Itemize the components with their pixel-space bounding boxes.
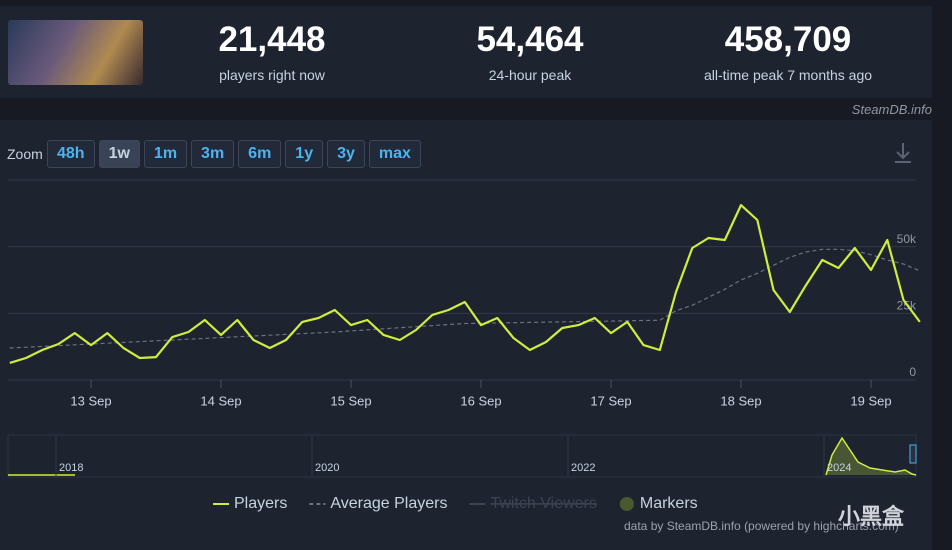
legend-label: Players <box>234 495 287 512</box>
y-tick-label: 0 <box>909 365 916 379</box>
zoom-label: Zoom <box>7 146 43 162</box>
credit: data by SteamDB.info (powered by highcha… <box>624 519 899 533</box>
stat-label: players right now <box>219 67 325 83</box>
x-tick-label: 19 Sep <box>850 393 891 408</box>
brand: SteamDB.info <box>851 102 932 117</box>
stat-label: all-time peak 7 months ago <box>703 67 873 83</box>
zoom-button[interactable]: 3y <box>327 140 365 168</box>
zoom-button[interactable]: max <box>368 140 421 168</box>
zoom-button[interactable]: 1y <box>285 140 324 168</box>
navigator <box>7 434 917 478</box>
zoom-button[interactable]: 1m <box>143 140 188 168</box>
stats-panel <box>0 6 932 98</box>
stat-label: 24-hour peak <box>488 67 572 83</box>
navigator-handle[interactable] <box>909 444 917 464</box>
navigator-label: 2020 <box>315 462 339 474</box>
stat-value: 21,448 <box>218 20 326 59</box>
x-tick-label: 13 Sep <box>70 393 111 408</box>
y-tick-label: 50k <box>897 232 917 246</box>
series-line <box>9 204 921 364</box>
x-tick-label: 14 Sep <box>200 393 241 408</box>
legend-label: Average Players <box>330 495 447 512</box>
stat-value: 458,709 <box>724 20 852 59</box>
zoom-button[interactable]: 3m <box>191 140 235 168</box>
zoom-button[interactable]: 48h <box>47 140 95 168</box>
navigator-label: 2018 <box>59 462 83 474</box>
zoom-buttons: 48h 1w 1m 3m 6m 1y 3y max <box>47 140 421 168</box>
navigator-label: 2022 <box>571 462 595 474</box>
zoom-button[interactable]: 6m <box>238 140 282 168</box>
stat-value: 54,464 <box>476 20 584 59</box>
game-image <box>8 20 143 85</box>
download-icon <box>895 143 911 163</box>
navigator-series <box>8 436 917 476</box>
legend-marker <box>619 497 634 511</box>
legend-label: Twitch Viewers <box>490 495 596 512</box>
zoom-button[interactable]: 1w <box>98 140 140 168</box>
x-tick-label: 15 Sep <box>330 393 371 408</box>
navigator-label: 2024 <box>827 462 851 474</box>
watermark: 小黑盒 <box>838 504 905 529</box>
x-tick-label: 18 Sep <box>720 393 761 408</box>
x-tick-label: 16 Sep <box>460 393 501 408</box>
legend-label: Markers <box>640 495 698 512</box>
chart-panel <box>0 120 932 550</box>
x-tick-label: 17 Sep <box>590 393 631 408</box>
series-line <box>9 248 921 349</box>
